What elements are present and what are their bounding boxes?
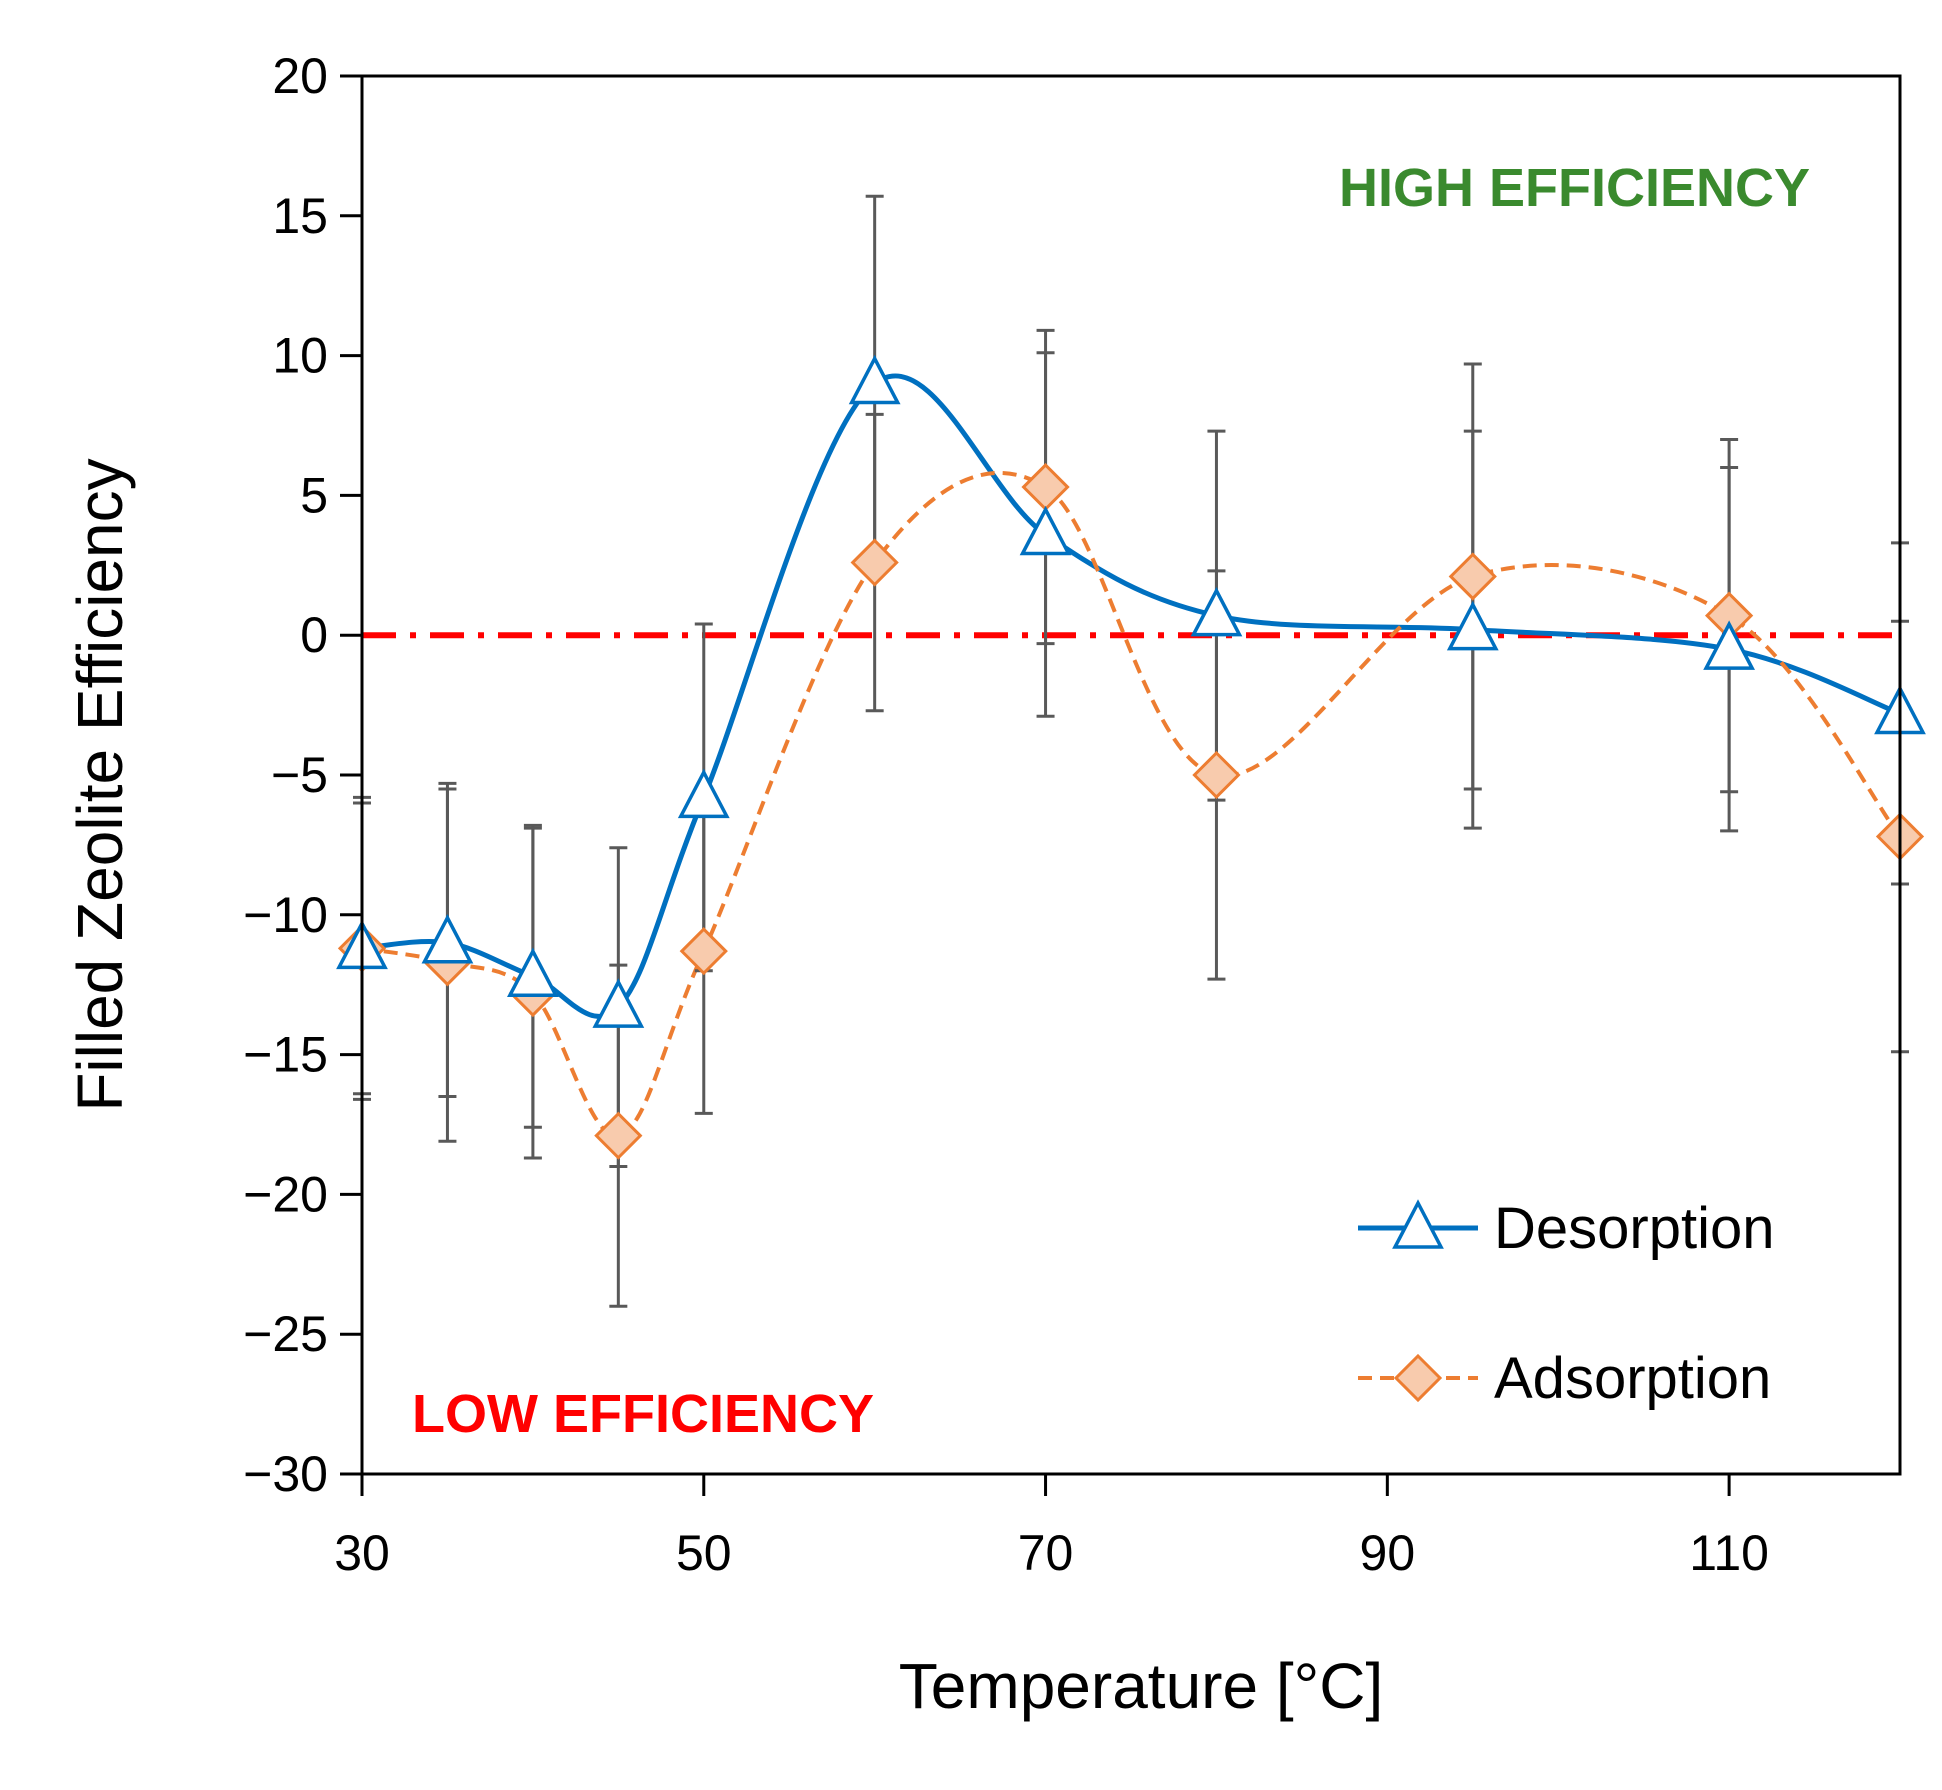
axes-layer (340, 74, 1902, 1496)
legend-label-desorption: Desorption (1494, 1196, 1774, 1261)
desorption-marker (506, 947, 559, 998)
desorption-marker (677, 768, 730, 819)
desorption-marker (1190, 586, 1243, 637)
legend-marker-desorption (1392, 1199, 1444, 1249)
y-tick-label: 15 (272, 188, 328, 244)
x-axis-title: Temperature [°C] (899, 1650, 1383, 1722)
adsorption-marker (594, 1111, 643, 1160)
y-tick-label: 5 (300, 467, 328, 523)
legend-item-adsorption: Adsorption (1358, 1346, 1771, 1411)
y-tick-label: −5 (271, 747, 328, 803)
y-tick-label: −20 (243, 1166, 328, 1222)
desorption-marker (848, 354, 901, 405)
adsorption-marker (1192, 750, 1241, 800)
legend-label-adsorption: Adsorption (1494, 1346, 1771, 1411)
y-tick-label: −10 (243, 887, 328, 943)
y-tick-label: 10 (272, 328, 328, 384)
x-tick-label: 110 (1689, 1525, 1769, 1581)
desorption-marker (592, 978, 645, 1028)
y-axis-title: Filled Zeolite Efficiency (64, 458, 136, 1111)
desorption-marker (1019, 505, 1072, 556)
desorption-marker (421, 913, 474, 964)
y-tick-label: 0 (300, 607, 328, 663)
plot-frame (360, 74, 1902, 1476)
legend: Desorption Adsorption (1358, 1196, 1774, 1411)
y-tick-label: −25 (243, 1306, 328, 1362)
x-tick-label: 50 (676, 1525, 732, 1581)
x-tick-label: 90 (1360, 1525, 1416, 1581)
low-efficiency-annotation: LOW EFFICIENCY (412, 1384, 874, 1444)
legend-marker-adsorption (1393, 1353, 1443, 1403)
high-efficiency-annotation: HIGH EFFICIENCY (1339, 158, 1810, 218)
adsorption-series-line (361, 470, 1902, 1138)
error-bar-layer (353, 194, 1909, 1308)
x-tick-label: 70 (1018, 1525, 1074, 1581)
y-tick-label: −15 (243, 1027, 328, 1083)
desorption-marker (1446, 600, 1499, 651)
marker-layer (336, 354, 1926, 1160)
adsorption-marker (679, 927, 728, 976)
y-tick-label: −30 (243, 1446, 328, 1502)
x-tick-label: 30 (334, 1525, 390, 1581)
adsorption-marker (850, 538, 899, 587)
desorption-series-line (361, 373, 1901, 1019)
desorption-marker (1703, 620, 1756, 670)
legend-item-desorption: Desorption (1358, 1196, 1774, 1261)
y-tick-label: 20 (272, 48, 328, 104)
series-layer (361, 373, 1902, 1138)
adsorption-marker (1448, 552, 1497, 601)
